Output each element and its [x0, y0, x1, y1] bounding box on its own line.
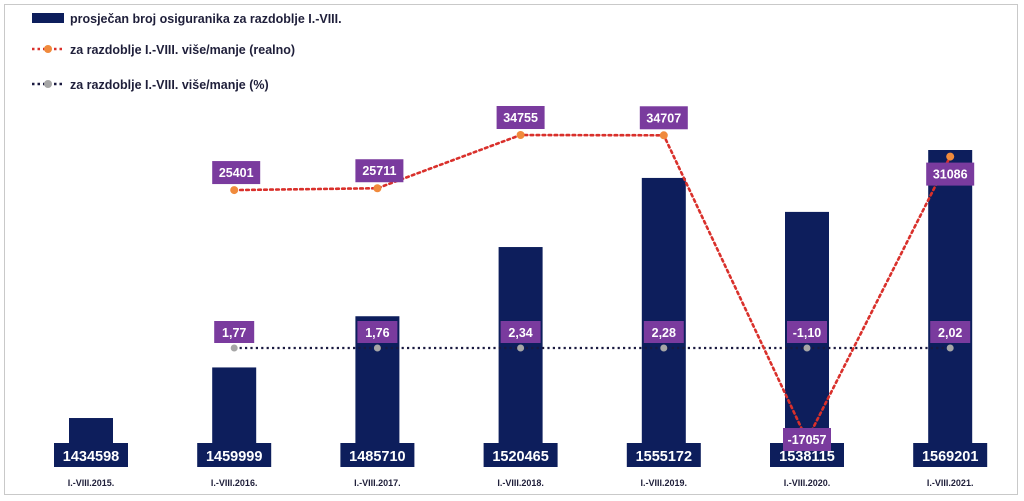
- bar-label-box: [913, 443, 988, 467]
- real-label-box: [639, 106, 688, 130]
- bar-value-label: 1520465: [492, 449, 548, 465]
- pct-point: [660, 344, 668, 352]
- bar-value-label: 1434598: [63, 449, 119, 465]
- real-value-label: 34707: [646, 111, 681, 125]
- bar-label-box: [54, 443, 128, 467]
- pct-label-box: [787, 321, 827, 343]
- pct-value-label: 2,34: [508, 326, 532, 340]
- real-label-box: [926, 162, 975, 186]
- bar-label-box: [626, 443, 701, 467]
- bar-value-label: 1555172: [636, 449, 692, 465]
- plot-area: 1434598 1459999 1485710 1520465 1555172 15381…: [54, 106, 988, 488]
- legend-pct-marker: [44, 80, 52, 88]
- pct-value-label: 1,77: [222, 326, 246, 340]
- pct-label-box: [643, 321, 684, 343]
- legend-bar-swatch: [32, 13, 64, 23]
- bar-value-label: 1538115: [779, 449, 835, 465]
- real-point: [373, 184, 382, 193]
- pct-point: [803, 344, 811, 352]
- pct-label-box: [214, 321, 255, 343]
- pct-point: [517, 344, 525, 352]
- category-label: I.-VIII.2019.: [641, 478, 688, 488]
- category-label: I.-VIII.2020.: [784, 478, 831, 488]
- pct-label-box: [930, 321, 971, 343]
- real-label-box: [783, 428, 831, 451]
- real-label-box: [496, 106, 545, 129]
- legend-real-label: za razdoblje I.-VIII. više/manje (realno…: [70, 43, 295, 57]
- real-point: [230, 186, 239, 195]
- pct-label-box: [500, 321, 541, 343]
- real-point: [946, 152, 955, 161]
- legend-bar-label: prosječan broj osiguranika za razdoblje …: [70, 12, 342, 26]
- bar: [498, 247, 543, 467]
- real-value-label: 25711: [362, 164, 396, 178]
- real-point: [659, 131, 668, 140]
- pct-value-label: 2,28: [652, 326, 676, 340]
- real-value-label: 34755: [503, 111, 538, 125]
- bar-label-box: [197, 443, 272, 467]
- bar-label-box: [483, 443, 558, 467]
- bar-value-label: 1459999: [206, 449, 262, 465]
- category-label: I.-VIII.2015.: [68, 478, 115, 488]
- real-label-box: [355, 159, 404, 183]
- chart-frame: [4, 4, 1018, 495]
- legend-pct-label: za razdoblje I.-VIII. više/manje (%): [70, 78, 269, 92]
- bar-value-label: 1569201: [922, 449, 978, 465]
- real-point: [516, 131, 525, 139]
- pct-point: [230, 344, 238, 352]
- pct-point: [946, 344, 954, 352]
- real-value-label: 25401: [219, 166, 254, 180]
- real-value-label: -17057: [788, 433, 827, 447]
- category-label: I.-VIII.2021.: [927, 478, 974, 488]
- real-value-label: 31086: [933, 168, 968, 182]
- category-label: I.-VIII.2018.: [497, 478, 544, 488]
- legend: prosječan broj osiguranika za razdoblje …: [32, 12, 342, 92]
- pct-label-box: [357, 321, 398, 343]
- legend-real-marker: [44, 45, 52, 53]
- pct-value-label: 1,76: [365, 326, 389, 340]
- real-line: [232, 133, 952, 443]
- category-label: I.-VIII.2016.: [211, 478, 258, 488]
- real-label-box: [212, 161, 261, 185]
- bar-value-label: 1485710: [349, 449, 405, 465]
- pct-value-label: -1,10: [793, 326, 822, 340]
- pct-value-label: 2,02: [938, 326, 962, 340]
- bar: [928, 150, 973, 467]
- category-label: I.-VIII.2017.: [354, 478, 401, 488]
- pct-point: [373, 344, 381, 352]
- bar-label-box: [340, 443, 415, 467]
